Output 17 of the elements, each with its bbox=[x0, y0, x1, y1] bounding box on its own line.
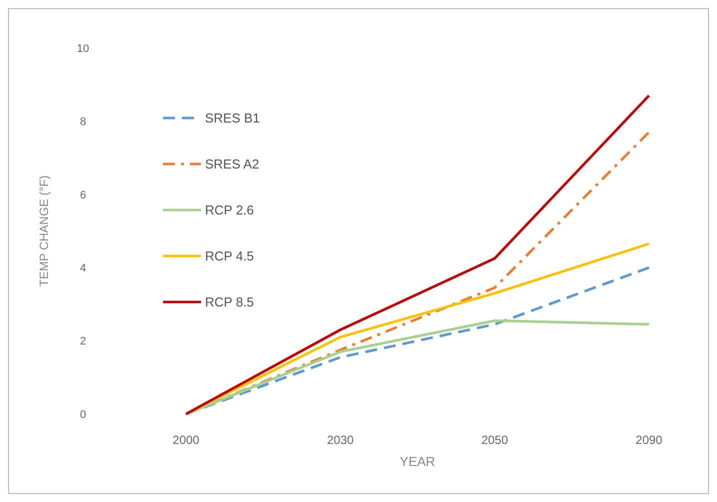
x-tick-label: 2000 bbox=[172, 433, 200, 447]
legend-label: SRES B1 bbox=[205, 110, 260, 126]
x-tick-label: 2090 bbox=[636, 433, 663, 447]
y-tick-label: 0 bbox=[80, 408, 86, 421]
y-tick-label: 2 bbox=[80, 336, 86, 348]
x-tick-label: 2050 bbox=[481, 433, 508, 447]
legend-label: SRES A2 bbox=[205, 156, 260, 172]
y-axis-title: TEMP CHANGE (°F) bbox=[37, 175, 51, 287]
legend-label: RCP 4.5 bbox=[205, 248, 254, 264]
y-tick-label: 4 bbox=[80, 262, 86, 274]
x-axis-title: YEAR bbox=[400, 454, 436, 469]
y-tick-label: 8 bbox=[80, 116, 86, 128]
y-tick-label: 6 bbox=[80, 189, 86, 202]
y-tick-label: 10 bbox=[76, 42, 90, 55]
legend-label: RCP 8.5 bbox=[205, 294, 254, 310]
x-tick-label: 2030 bbox=[326, 433, 354, 447]
legend-label: RCP 2.6 bbox=[205, 202, 254, 218]
